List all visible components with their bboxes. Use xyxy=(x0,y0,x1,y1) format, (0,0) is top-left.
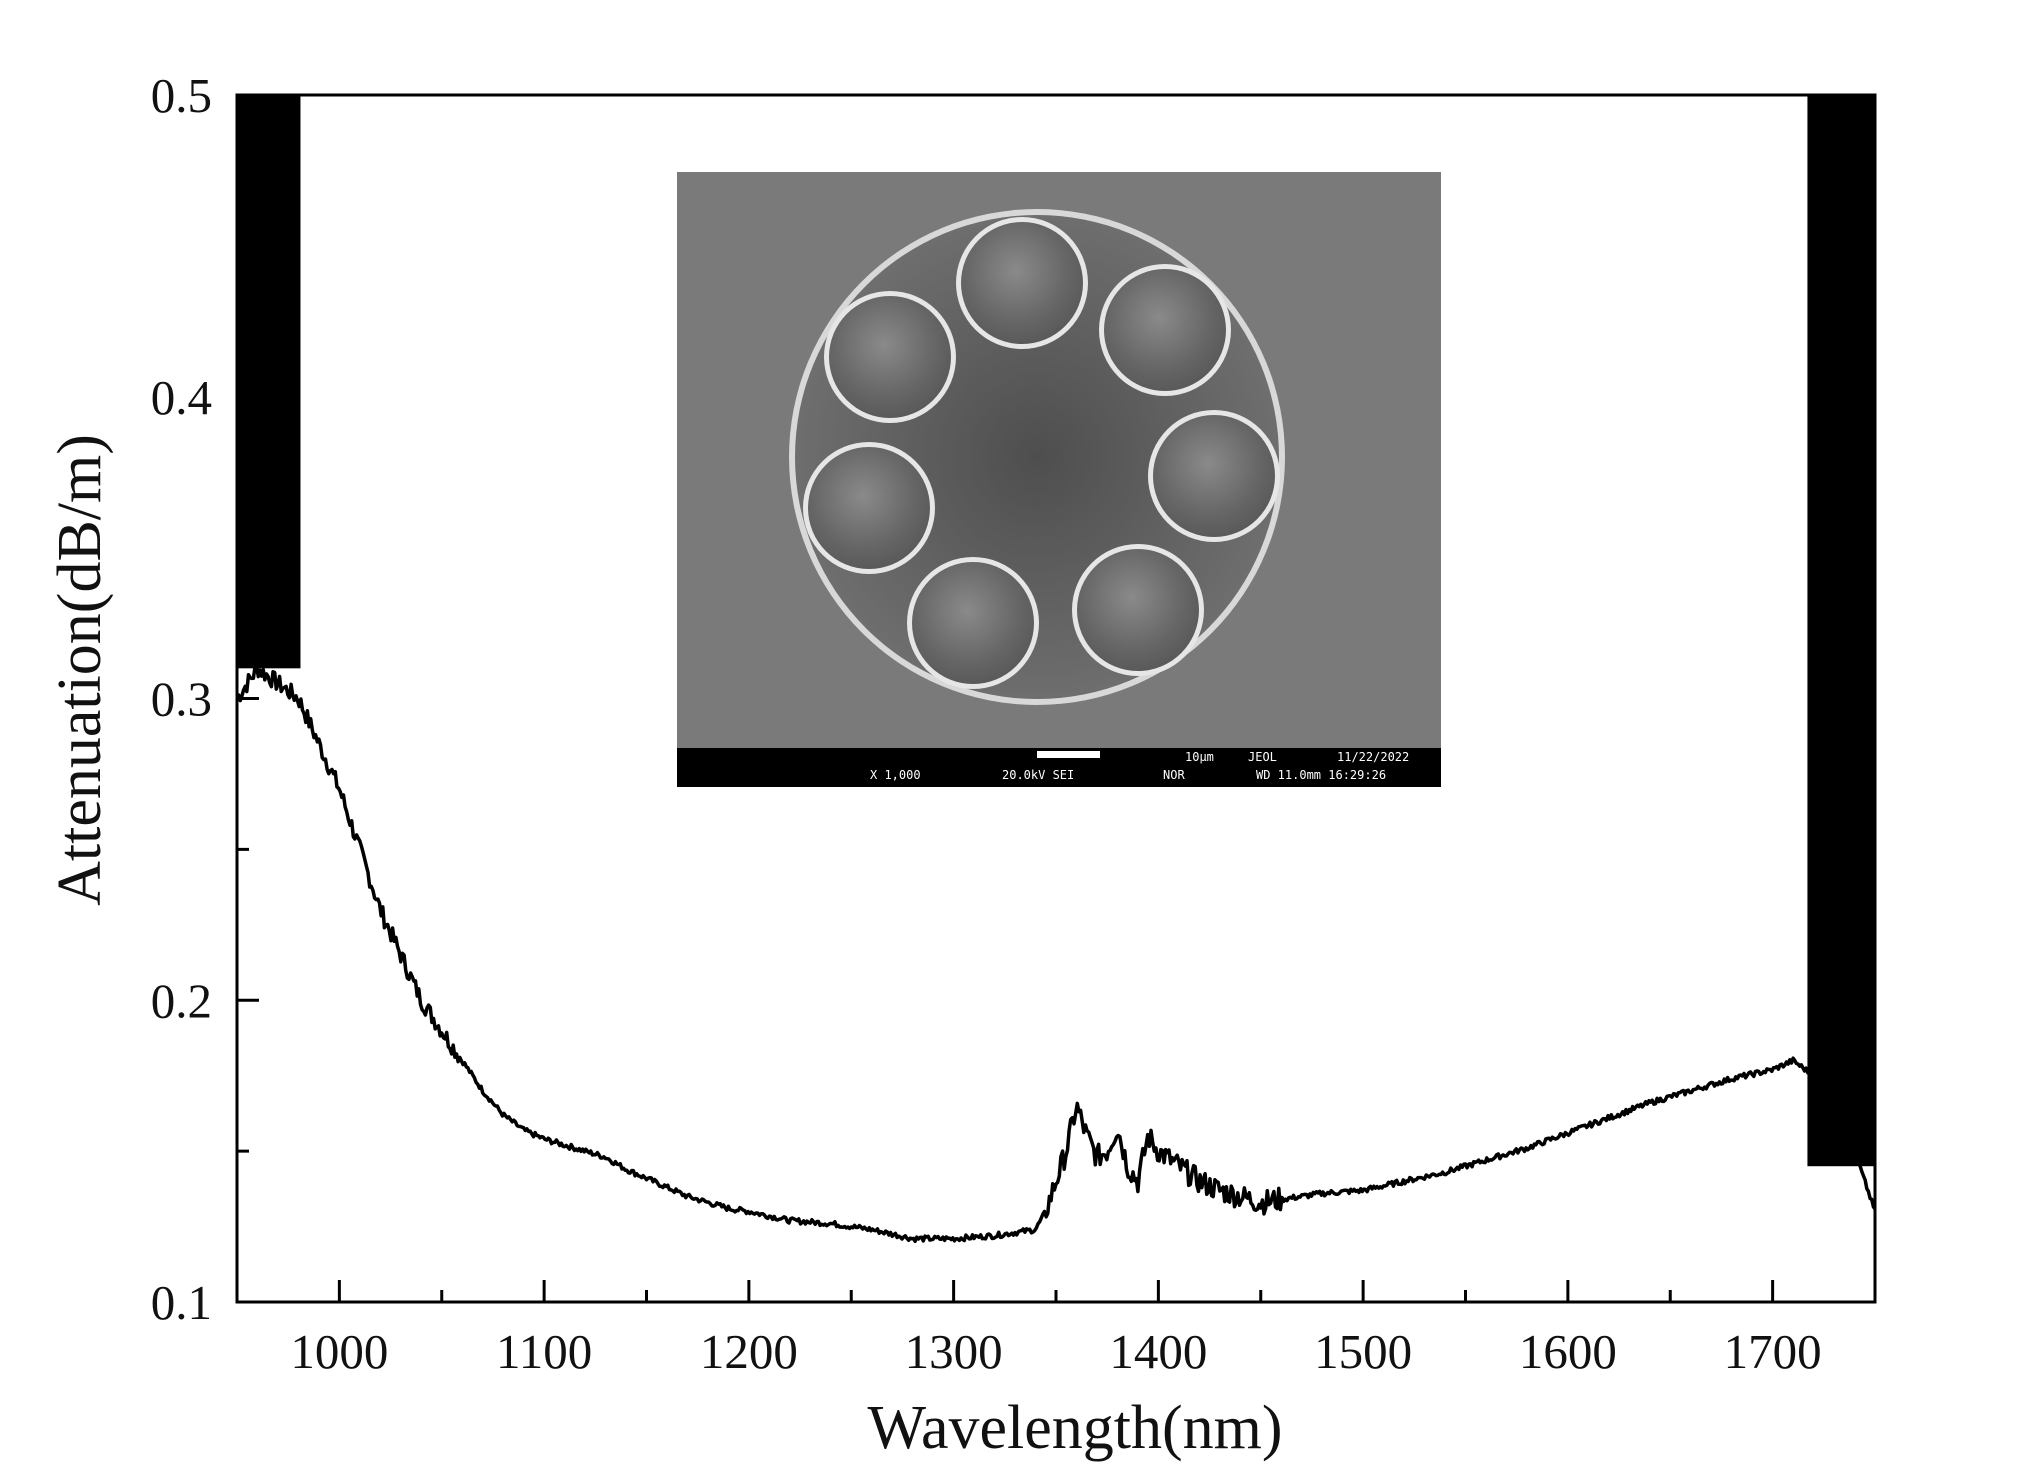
x-axis-title: Wavelength(nm) xyxy=(867,1394,1282,1462)
x-tick-label: 1700 xyxy=(1724,1324,1822,1379)
noise-band xyxy=(237,95,301,669)
y-tick-label: 0.5 xyxy=(151,68,212,123)
sem-maker: JEOL xyxy=(1248,750,1277,764)
y-tick-label: 0.3 xyxy=(151,672,212,727)
sem-date: 11/22/2022 xyxy=(1337,750,1409,764)
y-tick-label: 0.1 xyxy=(151,1275,212,1330)
capillary-tube-bore xyxy=(1153,415,1275,537)
y-tick-label: 0.4 xyxy=(151,370,212,425)
capillary-tube-bore xyxy=(961,222,1083,344)
capillary-tube-bore xyxy=(912,562,1034,684)
y-tick-label: 0.2 xyxy=(151,973,212,1028)
sem-scale-label: 10μm xyxy=(1185,750,1214,764)
x-tick-label: 1500 xyxy=(1314,1324,1412,1379)
capillary-tube-bore xyxy=(1077,549,1199,671)
sem-magnification: X 1,000 xyxy=(870,768,921,782)
sem-working-distance: WD 11.0mm 16:29:26 xyxy=(1256,768,1386,782)
capillary-tube-bore xyxy=(808,447,930,569)
x-tick-label: 1300 xyxy=(905,1324,1003,1379)
x-tick-label: 1400 xyxy=(1109,1324,1207,1379)
x-tick-label: 1200 xyxy=(700,1324,798,1379)
sem-inset-image: 10μm JEOL 11/22/2022 X 1,000 20.0kV SEI … xyxy=(677,172,1441,787)
capillary-tubes xyxy=(803,217,1280,689)
x-tick-label: 1000 xyxy=(290,1324,388,1379)
y-axis-title: Attenuation(dB/m) xyxy=(46,434,114,906)
data-layer xyxy=(237,95,1875,1244)
sem-voltage: 20.0kV SEI xyxy=(1002,768,1074,782)
capillary-tube-bore xyxy=(1104,269,1226,391)
noise-band xyxy=(1807,95,1875,1167)
capillary-tube-bore xyxy=(829,296,951,418)
x-tick-label: 1600 xyxy=(1519,1324,1617,1379)
y-axis: 0.1 0.2 0.3 0.4 0.5 xyxy=(151,68,259,1330)
attenuation-series-line xyxy=(237,664,1875,1244)
sem-mode: NOR xyxy=(1163,768,1185,782)
sem-scale-bar xyxy=(1037,751,1100,758)
x-tick-label: 1100 xyxy=(496,1324,592,1379)
x-axis: 1000 1100 1200 1300 1400 1500 1600 1700 xyxy=(235,1280,1877,1379)
